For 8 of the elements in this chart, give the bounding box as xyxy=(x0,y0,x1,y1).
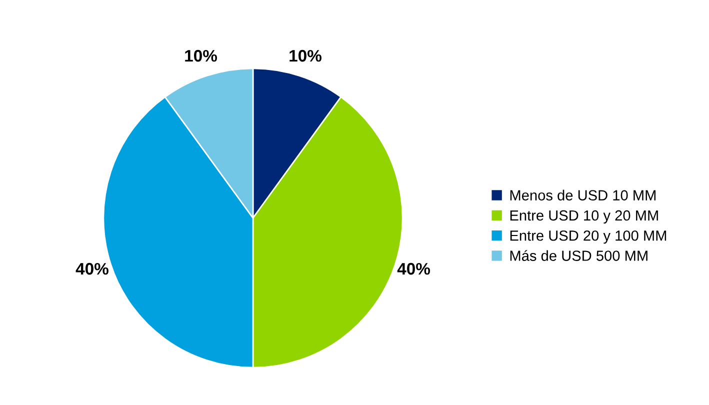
legend-label: Entre USD 10 y 20 MM xyxy=(510,210,658,224)
data-label: 40% xyxy=(397,262,430,275)
legend-label: Entre USD 20 y 100 MM xyxy=(510,230,666,244)
legend-label: Más de USD 500 MM xyxy=(510,250,648,261)
data-label: 10% xyxy=(290,50,322,62)
data-label: 40% xyxy=(76,262,108,275)
legend-label: Menos de USD 10 MM xyxy=(510,190,656,200)
data-label: 10% xyxy=(185,50,217,62)
